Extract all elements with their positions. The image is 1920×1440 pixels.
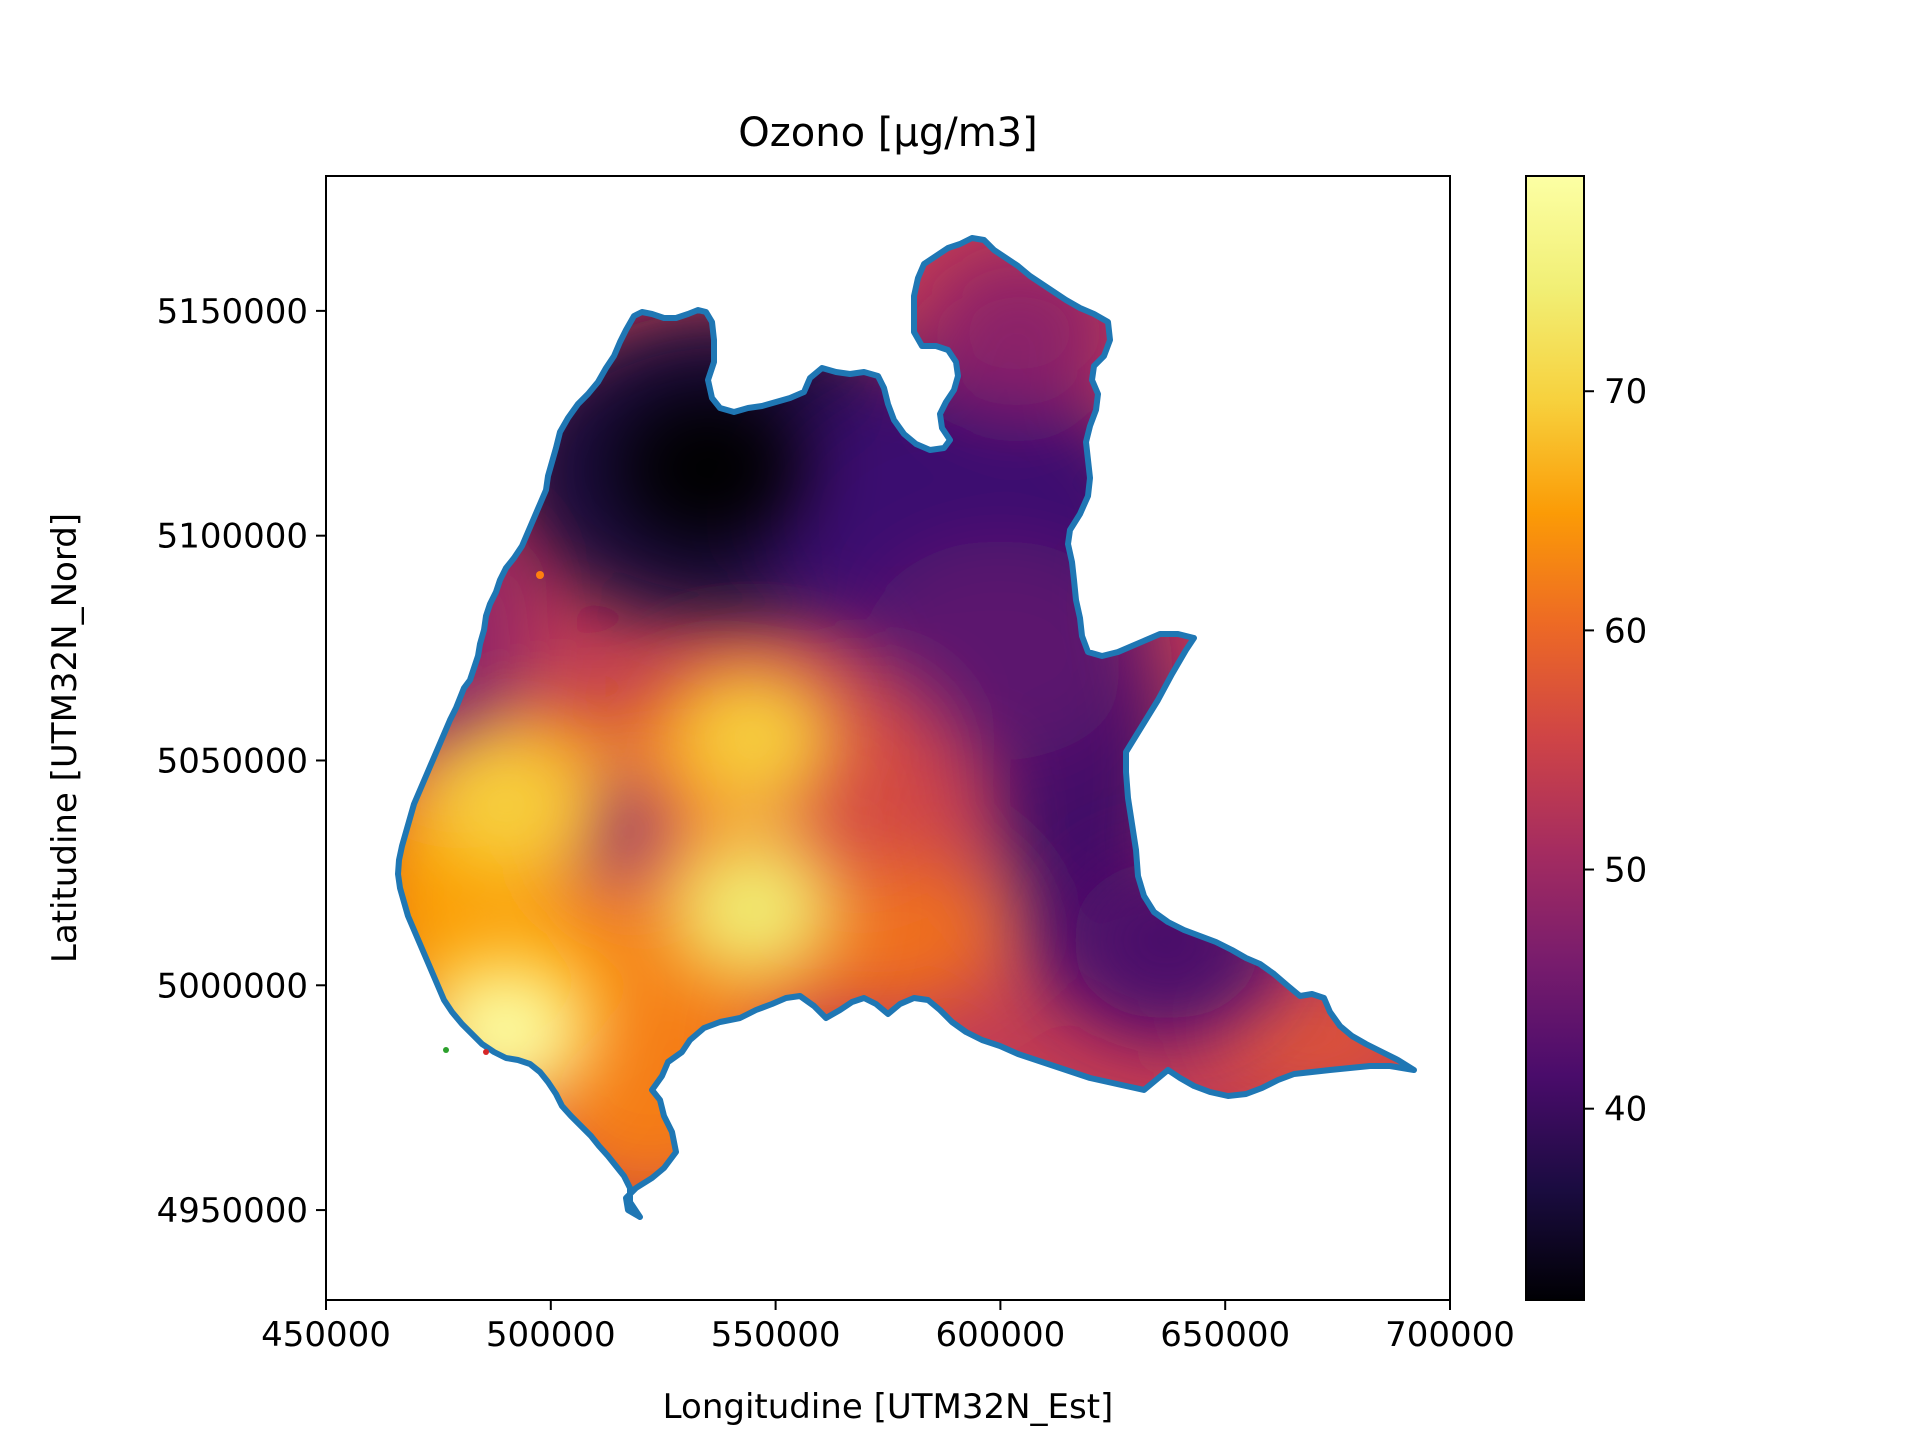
colorbar-gradient xyxy=(1526,176,1584,1300)
x-tick-label: 600000 xyxy=(936,1315,1066,1355)
colorbar: 40 50 60 70 xyxy=(1525,175,1647,1301)
y-axis-label: Latitudine [UTM32N_Nord] xyxy=(45,513,85,963)
y-tick-label: 5150000 xyxy=(157,292,308,332)
hotspot-min-north xyxy=(612,388,805,549)
region-boundary xyxy=(395,235,1417,1220)
island-marker-green xyxy=(443,1047,449,1053)
x-tick-label: 550000 xyxy=(711,1315,841,1355)
axes-frame xyxy=(325,175,1451,1301)
island-marker-orange xyxy=(536,571,544,579)
map-axes: 450000 500000 550000 600000 650000 700000 4950… xyxy=(157,175,1515,1355)
y-tick-label: 4950000 xyxy=(157,1191,308,1231)
y-tick-label: 5050000 xyxy=(157,741,308,781)
x-tick-label: 700000 xyxy=(1385,1315,1515,1355)
x-tick-label: 650000 xyxy=(1160,1315,1290,1355)
colorbar-frame xyxy=(1525,175,1585,1301)
x-axis-label: Longitudine [UTM32N_Est] xyxy=(663,1387,1114,1427)
hotspot-low-east xyxy=(1070,860,1263,1021)
colorbar-tick-label: 50 xyxy=(1604,851,1647,891)
chart-title: Ozono [µg/m3] xyxy=(738,110,1037,156)
x-tick-label: 450000 xyxy=(261,1315,391,1355)
y-tick-label: 5000000 xyxy=(157,966,308,1006)
hotspot-max-south-west xyxy=(421,960,590,1101)
colorbar-tick-label: 60 xyxy=(1604,611,1647,651)
colorbar-tick-label: 40 xyxy=(1604,1090,1647,1130)
hotspot-high-west xyxy=(421,735,590,876)
colorbar-tick-label: 70 xyxy=(1604,372,1647,412)
hotspot-high-center-north xyxy=(669,668,838,808)
y-tick-label: 5100000 xyxy=(157,517,308,557)
ozone-heatmap xyxy=(398,238,1414,1217)
hotspot-max-center xyxy=(669,838,838,979)
island-marker-red xyxy=(483,1049,489,1055)
x-tick-label: 500000 xyxy=(486,1315,616,1355)
